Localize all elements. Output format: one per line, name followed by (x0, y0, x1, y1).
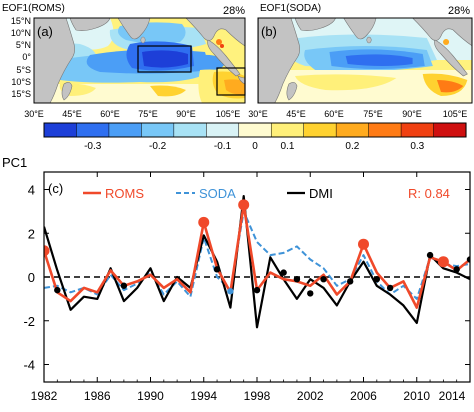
marker-point (373, 275, 381, 283)
x-tick-label: 2014 (439, 389, 466, 403)
marker-point (346, 278, 354, 285)
y-tick-label: 2 (28, 226, 35, 241)
lon-tick: 45°E (286, 109, 306, 119)
lon-tick: 30°E (248, 109, 268, 119)
x-tick-label: 1986 (84, 389, 111, 403)
lat-tick: 10°S (11, 77, 31, 87)
lat-tick: 0° (22, 52, 31, 62)
eastern-box (216, 67, 246, 96)
panel-a-label: (a) (37, 24, 53, 39)
marker-point (213, 266, 221, 273)
marker-point (44, 245, 50, 257)
colorbar-tick-label: -0.1 (214, 141, 232, 152)
panel-c: PC1 1982 1986 1990 1994 1998 2002 2006 2010 2014… (2, 155, 471, 403)
y-tick-label: -4 (23, 358, 35, 373)
colorbar: -0.3 -0.2 -0.1 0 0.1 0.2 0.3 (43, 122, 467, 152)
x-tick-label: 1998 (244, 389, 271, 403)
legend-soda-label: SODA (199, 186, 236, 201)
lat-tick: 15°N (11, 16, 31, 26)
panel-b-label: (b) (261, 24, 277, 39)
lat-tick: 5°N (16, 40, 31, 50)
colorbar-cell (43, 122, 78, 138)
y-tick-label: 0 (28, 270, 35, 285)
colorbar-cell (335, 122, 370, 138)
panel-a: EOF1(ROMS) 28% (a) 15°N 10°N 5°N 0° 5°S … (2, 3, 246, 119)
western-box (137, 45, 192, 73)
marker-point (227, 288, 234, 295)
colorbar-tick-label: -0.2 (149, 141, 167, 152)
lon-tick: 105°E (443, 109, 468, 119)
x-tick-label: 2006 (350, 389, 377, 403)
panel-b-variance: 28% (448, 5, 470, 17)
colorbar-tick-label: 0.1 (281, 141, 295, 152)
x-tick-label: 2002 (297, 389, 324, 403)
panel-c-title: PC1 (2, 155, 27, 170)
panel-b-map (258, 18, 472, 103)
panel-a-variance: 28% (223, 5, 245, 17)
lon-tick: 75°E (138, 109, 158, 119)
legend-dmi-label: DMI (309, 186, 333, 201)
marker-point (453, 266, 460, 273)
lon-tick: 90°E (402, 109, 422, 119)
panel-b: EOF1(SODA) 28% (248, 3, 473, 119)
panel-c-label: (c) (48, 181, 63, 196)
marker-point (120, 282, 128, 289)
lon-tick: 90°E (176, 109, 196, 119)
lon-tick: 60°E (324, 109, 344, 119)
marker-point (320, 275, 327, 283)
marker-point (54, 286, 61, 294)
legend: ROMS SODA DMI R: 0.84 (83, 186, 450, 201)
lon-tick: 45°E (62, 109, 82, 119)
marker-point (293, 275, 301, 283)
colorbar-cell (76, 122, 110, 138)
x-tick-label: 1994 (190, 389, 217, 403)
colorbar-cell (400, 122, 435, 138)
correlation-annotation: R: 0.84 (408, 186, 450, 201)
colorbar-tick-label: 0.2 (345, 141, 359, 152)
y-tick-label: -2 (23, 314, 35, 329)
marker-point (198, 216, 210, 228)
lat-tick: 15°S (11, 89, 31, 99)
lat-tick: 10°N (11, 28, 31, 38)
lon-tick: 60°E (100, 109, 120, 119)
marker-point (466, 256, 470, 263)
colorbar-cell (206, 122, 240, 138)
colorbar-tick-label: -0.3 (84, 141, 102, 152)
panel-a-map (34, 18, 245, 103)
colorbar-cell (368, 122, 402, 138)
x-tick-label: 1982 (31, 389, 58, 403)
colorbar-cell (303, 122, 337, 138)
marker-point (426, 251, 434, 259)
marker-point (358, 238, 369, 250)
marker-point (253, 286, 261, 294)
x-tick-label: 1990 (137, 389, 164, 403)
lat-tick: 5°S (16, 65, 31, 75)
colorbar-cell (108, 122, 142, 138)
colorbar-tick-label: 0 (252, 141, 258, 152)
legend-roms-label: ROMS (105, 186, 144, 201)
panel-b-title: EOF1(SODA) (260, 3, 321, 14)
marker-point (437, 256, 449, 268)
marker-point (280, 269, 287, 276)
x-tick-label: 2010 (403, 389, 430, 403)
lon-tick: 75°E (363, 109, 383, 119)
marker-point (386, 284, 394, 292)
series-dmi (44, 195, 470, 329)
y-tick-label: 4 (28, 183, 35, 198)
colorbar-cell (141, 122, 175, 138)
marker-point (307, 290, 314, 297)
colorbar-cell (238, 122, 272, 138)
colorbar-cell (270, 122, 305, 138)
marker-point (238, 199, 250, 211)
lon-tick: 105°E (216, 109, 241, 119)
colorbar-tick-label: 0.3 (410, 141, 424, 152)
colorbar-cell (433, 122, 467, 138)
colorbar-cell (173, 122, 207, 138)
panel-a-title: EOF1(ROMS) (2, 3, 65, 14)
lon-tick: 30°E (24, 109, 44, 119)
colorbar-frame (43, 122, 467, 138)
